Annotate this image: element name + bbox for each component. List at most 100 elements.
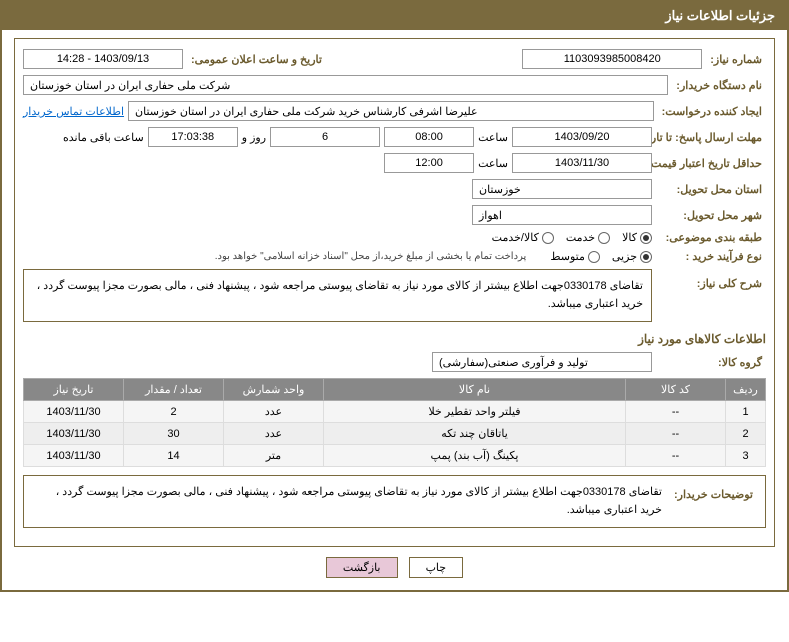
buyer-org-label: نام دستگاه خریدار: [672, 79, 766, 92]
print-button[interactable]: چاپ [409, 557, 464, 578]
days-text: روز و [242, 131, 266, 144]
radio-partial[interactable] [640, 251, 652, 263]
table-row: 1--فیلتر واحد تقطیر خلاعدد21403/11/30 [24, 401, 766, 423]
radio-medium-label: متوسط [550, 250, 585, 263]
table-cell: 2 [124, 401, 224, 423]
row-process: نوع فرآیند خرید : جزیی متوسط پرداخت تمام… [23, 250, 766, 263]
table-cell: 1 [726, 401, 766, 423]
th-date: تاریخ نیاز [24, 379, 124, 401]
th-row: ردیف [726, 379, 766, 401]
table-cell: عدد [224, 423, 324, 445]
need-number-label: شماره نیاز: [706, 53, 766, 66]
buyer-org-value: شرکت ملی حفاری ایران در استان خوزستان [23, 75, 668, 95]
table-cell: 14 [124, 445, 224, 467]
table-cell: یاتاقان چند تکه [324, 423, 626, 445]
table-cell: 3 [726, 445, 766, 467]
items-table: ردیف کد کالا نام کالا واحد شمارش تعداد /… [23, 378, 766, 467]
table-cell: 1403/11/30 [24, 401, 124, 423]
requester-label: ایجاد کننده درخواست: [658, 105, 766, 118]
buyer-desc-box: توضیحات خریدار: تقاضای 0330178جهت اطلاع … [23, 475, 766, 528]
group-label: گروه کالا: [656, 356, 766, 369]
table-header-row: ردیف کد کالا نام کالا واحد شمارش تعداد /… [24, 379, 766, 401]
radio-partial-label: جزیی [612, 250, 637, 263]
buyer-desc-text: تقاضای 0330178جهت اطلاع بیشتر از کالای م… [32, 484, 662, 519]
validity-date: 1403/11/30 [512, 153, 652, 173]
table-cell: متر [224, 445, 324, 467]
back-button[interactable]: بازگشت [326, 557, 398, 578]
radio-medium[interactable] [588, 251, 600, 263]
radio-partial-item[interactable]: جزیی [612, 250, 652, 263]
row-deadline: مهلت ارسال پاسخ: تا تاریخ: 1403/09/20 سا… [23, 127, 766, 147]
time-label-1: ساعت [478, 131, 508, 144]
remain-text: ساعت باقی مانده [63, 131, 144, 144]
table-row: 3--پکینگ (آب بند) پمپمتر141403/11/30 [24, 445, 766, 467]
radio-service-label: خدمت [566, 231, 595, 244]
province-value: خوزستان [472, 179, 652, 199]
group-value: تولید و فرآوری صنعتی(سفارشی) [432, 352, 652, 372]
process-radios: جزیی متوسط [550, 250, 652, 263]
th-code: کد کالا [626, 379, 726, 401]
announce-date-value: 1403/09/13 - 14:28 [23, 49, 183, 69]
th-unit: واحد شمارش [224, 379, 324, 401]
table-cell: فیلتر واحد تقطیر خلا [324, 401, 626, 423]
main-container: جزئیات اطلاعات نیاز شماره نیاز: 11030939… [0, 0, 789, 592]
radio-goods[interactable] [640, 232, 652, 244]
items-section-title: اطلاعات کالاهای مورد نیاز [23, 332, 766, 346]
row-desc: شرح کلی نیاز: تقاضای 0330178جهت اطلاع بی… [23, 269, 766, 322]
validity-time: 12:00 [384, 153, 474, 173]
th-qty: تعداد / مقدار [124, 379, 224, 401]
desc-label: شرح کلی نیاز: [656, 269, 766, 290]
need-number-value: 1103093985008420 [522, 49, 702, 69]
table-cell: 1403/11/30 [24, 445, 124, 467]
radio-medium-item[interactable]: متوسط [550, 250, 600, 263]
city-value: اهواز [472, 205, 652, 225]
validity-label: حداقل تاریخ اعتبار قیمت: تا تاریخ: [656, 157, 766, 170]
radio-goods-label: کالا [622, 231, 637, 244]
days-remain: 6 [270, 127, 380, 147]
table-cell: -- [626, 445, 726, 467]
th-name: نام کالا [324, 379, 626, 401]
table-cell: -- [626, 401, 726, 423]
row-need-number: شماره نیاز: 1103093985008420 تاریخ و ساع… [23, 49, 766, 69]
row-buyer-org: نام دستگاه خریدار: شرکت ملی حفاری ایران … [23, 75, 766, 95]
radio-both[interactable] [542, 232, 554, 244]
process-label: نوع فرآیند خرید : [656, 250, 766, 263]
payment-note: پرداخت تمام یا بخشی از مبلغ خرید،از محل … [215, 251, 527, 262]
requester-value: علیرضا اشرفی کارشناس خرید شرکت ملی حفاری… [128, 101, 654, 121]
table-cell: 2 [726, 423, 766, 445]
table-row: 2--یاتاقان چند تکهعدد301403/11/30 [24, 423, 766, 445]
table-cell: -- [626, 423, 726, 445]
content-area: شماره نیاز: 1103093985008420 تاریخ و ساع… [2, 30, 787, 590]
row-province: استان محل تحویل: خوزستان [23, 179, 766, 199]
radio-service[interactable] [598, 232, 610, 244]
radio-goods-item[interactable]: کالا [622, 231, 652, 244]
time-label-2: ساعت [478, 157, 508, 170]
deadline-time: 08:00 [384, 127, 474, 147]
buyer-desc-label: توضیحات خریدار: [670, 484, 757, 501]
page-header: جزئیات اطلاعات نیاز [2, 2, 787, 30]
deadline-date: 1403/09/20 [512, 127, 652, 147]
category-radios: کالا خدمت کالا/خدمت [492, 231, 652, 244]
row-group: گروه کالا: تولید و فرآوری صنعتی(سفارشی) [23, 352, 766, 372]
announce-label: تاریخ و ساعت اعلان عمومی: [187, 53, 326, 66]
table-cell: عدد [224, 401, 324, 423]
row-city: شهر محل تحویل: اهواز [23, 205, 766, 225]
table-cell: 30 [124, 423, 224, 445]
deadline-label: مهلت ارسال پاسخ: تا تاریخ: [656, 131, 766, 144]
radio-both-label: کالا/خدمت [492, 231, 539, 244]
contact-link[interactable]: اطلاعات تماس خریدار [23, 105, 124, 118]
radio-service-item[interactable]: خدمت [566, 231, 610, 244]
category-label: طبقه بندی موضوعی: [656, 231, 766, 244]
button-bar: چاپ بازگشت [14, 547, 775, 582]
time-remain: 17:03:38 [148, 127, 238, 147]
city-label: شهر محل تحویل: [656, 209, 766, 222]
radio-both-item[interactable]: کالا/خدمت [492, 231, 554, 244]
details-box: شماره نیاز: 1103093985008420 تاریخ و ساع… [14, 38, 775, 547]
row-requester: ایجاد کننده درخواست: علیرضا اشرفی کارشنا… [23, 101, 766, 121]
table-cell: پکینگ (آب بند) پمپ [324, 445, 626, 467]
table-cell: 1403/11/30 [24, 423, 124, 445]
province-label: استان محل تحویل: [656, 183, 766, 196]
desc-text: تقاضای 0330178جهت اطلاع بیشتر از کالای م… [23, 269, 652, 322]
row-validity: حداقل تاریخ اعتبار قیمت: تا تاریخ: 1403/… [23, 153, 766, 173]
row-category: طبقه بندی موضوعی: کالا خدمت کالا/خدمت [23, 231, 766, 244]
